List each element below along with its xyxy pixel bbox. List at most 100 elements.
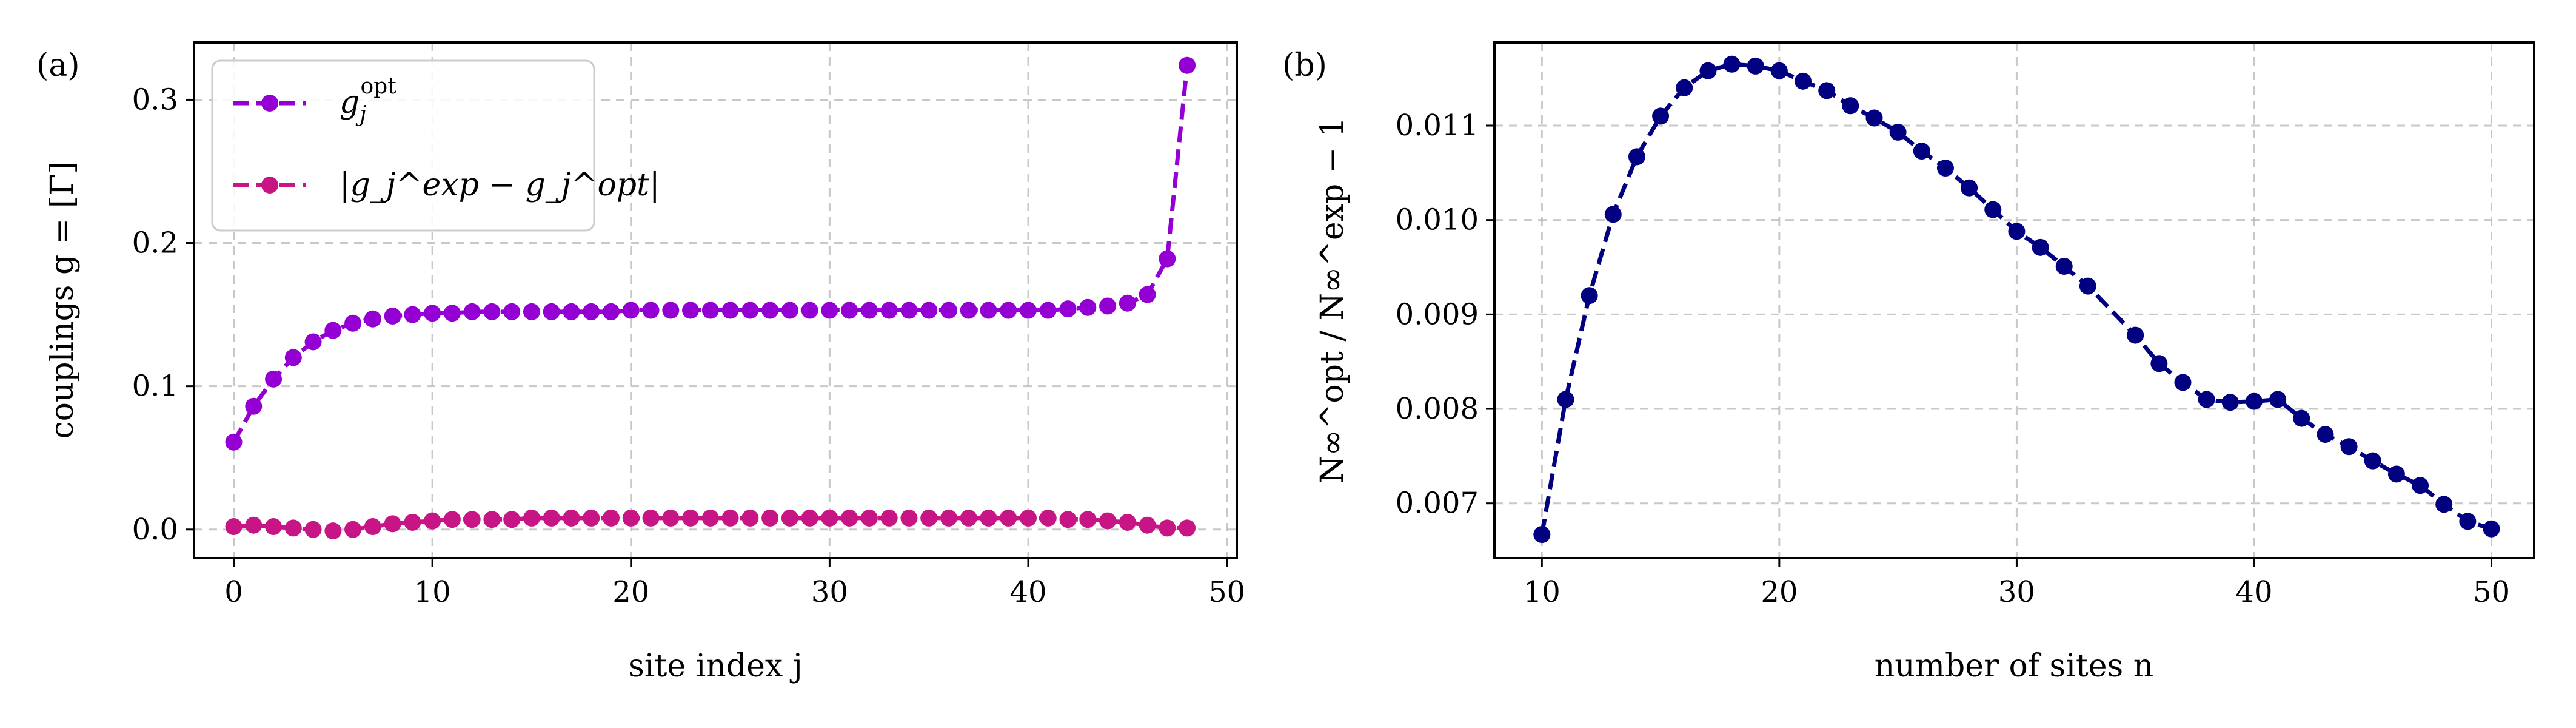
data-point bbox=[245, 516, 263, 534]
legend-entry-series-0-main: g bbox=[340, 84, 360, 121]
data-point bbox=[265, 518, 283, 536]
data-point bbox=[1000, 302, 1017, 319]
data-point bbox=[841, 509, 858, 527]
data-point bbox=[2269, 391, 2287, 408]
y-tick-label: 0.2 bbox=[132, 226, 178, 260]
data-point bbox=[603, 303, 620, 320]
data-point bbox=[1099, 512, 1117, 530]
panel-a-label: (a) bbox=[36, 47, 80, 84]
data-point bbox=[781, 302, 798, 319]
data-point bbox=[701, 509, 719, 527]
data-point bbox=[583, 303, 600, 320]
data-point bbox=[960, 302, 977, 319]
panel-b-axes-frame bbox=[1493, 41, 2535, 559]
data-point bbox=[2317, 426, 2334, 443]
data-point bbox=[2483, 520, 2500, 538]
data-point bbox=[364, 518, 381, 536]
data-point bbox=[880, 509, 898, 527]
data-point bbox=[503, 511, 521, 528]
legend-frame bbox=[211, 59, 595, 232]
data-point bbox=[741, 509, 759, 527]
panel-a: (a) 0 10 20 30 40 50 0.0 0.1 0.2 0.3 site index j… bbox=[36, 41, 1246, 684]
data-point bbox=[662, 302, 680, 319]
data-point bbox=[1652, 107, 1670, 125]
data-point bbox=[225, 518, 243, 536]
data-point bbox=[1179, 56, 1196, 74]
data-point bbox=[265, 370, 283, 388]
data-point bbox=[523, 303, 540, 320]
data-point bbox=[1747, 57, 1764, 75]
data-point bbox=[364, 310, 381, 328]
data-point bbox=[1889, 123, 1907, 141]
data-point bbox=[1099, 297, 1117, 315]
data-point bbox=[543, 303, 560, 320]
data-point bbox=[821, 302, 838, 319]
data-point bbox=[1020, 509, 1037, 527]
panel-b-series bbox=[1533, 55, 2500, 544]
data-point bbox=[841, 302, 858, 319]
data-point bbox=[781, 509, 798, 527]
data-point bbox=[384, 307, 401, 325]
panel-a-ticks: 0 10 20 30 40 50 0.0 0.1 0.2 0.3 bbox=[132, 83, 1246, 609]
y-tick-label: 0.011 bbox=[1396, 109, 1479, 143]
panel-a-grid bbox=[194, 42, 1237, 558]
data-point bbox=[1628, 148, 1645, 166]
data-point bbox=[622, 302, 640, 319]
data-point bbox=[1699, 62, 1717, 79]
data-point bbox=[960, 509, 977, 527]
data-point bbox=[642, 302, 660, 319]
panel-b: (b) 10 20 30 40 500.0070.0080.0090.0100.011 … bbox=[1282, 41, 2535, 684]
data-point bbox=[1079, 511, 1097, 528]
data-point bbox=[741, 302, 759, 319]
x-tick-label: 40 bbox=[2235, 575, 2272, 609]
x-tick-label: 40 bbox=[1009, 575, 1046, 609]
data-point bbox=[721, 509, 739, 527]
data-point bbox=[1079, 298, 1097, 316]
data-point bbox=[1961, 179, 1978, 197]
data-point bbox=[662, 509, 680, 527]
data-point bbox=[1795, 72, 1812, 90]
data-point bbox=[860, 509, 878, 527]
data-point bbox=[1984, 201, 2002, 218]
data-point bbox=[384, 515, 401, 533]
data-point bbox=[324, 322, 342, 339]
legend-entry-series-0: gjopt bbox=[340, 74, 396, 127]
data-point bbox=[721, 302, 739, 319]
data-point bbox=[2245, 393, 2263, 410]
data-point bbox=[603, 509, 620, 527]
data-point bbox=[1139, 286, 1156, 303]
data-point bbox=[801, 302, 818, 319]
y-tick-label: 0.009 bbox=[1396, 297, 1479, 331]
panel-b-grid bbox=[1494, 42, 2534, 558]
legend-swatch-marker-series-0 bbox=[261, 95, 278, 112]
data-point bbox=[2079, 277, 2096, 295]
data-point bbox=[821, 509, 838, 527]
y-tick-label: 0.3 bbox=[132, 83, 178, 116]
data-point bbox=[1723, 55, 1741, 73]
data-point bbox=[880, 302, 898, 319]
data-point bbox=[1059, 511, 1077, 528]
data-point bbox=[682, 509, 700, 527]
data-point bbox=[563, 509, 580, 527]
data-point bbox=[1139, 516, 1156, 534]
data-point bbox=[2435, 496, 2453, 513]
data-point bbox=[2364, 452, 2381, 470]
data-point bbox=[761, 509, 779, 527]
panel-b-xlabel: number of sites n bbox=[1875, 648, 2154, 684]
data-point bbox=[801, 509, 818, 527]
data-point bbox=[761, 302, 779, 319]
x-tick-label: 0 bbox=[224, 575, 243, 609]
data-point bbox=[1936, 160, 1954, 177]
panel-a-axes-frame bbox=[193, 41, 1238, 559]
data-point bbox=[1533, 526, 1551, 544]
panel-b-ylabel: N∞^opt / N∞^exp − 1 bbox=[1314, 117, 1351, 484]
data-point bbox=[1039, 302, 1057, 319]
data-point bbox=[1020, 302, 1037, 319]
data-point bbox=[304, 333, 322, 351]
data-point bbox=[1676, 79, 1693, 96]
data-point bbox=[980, 509, 997, 527]
data-point bbox=[463, 303, 481, 320]
x-tick-label: 50 bbox=[1208, 575, 1245, 609]
data-point bbox=[344, 521, 362, 538]
